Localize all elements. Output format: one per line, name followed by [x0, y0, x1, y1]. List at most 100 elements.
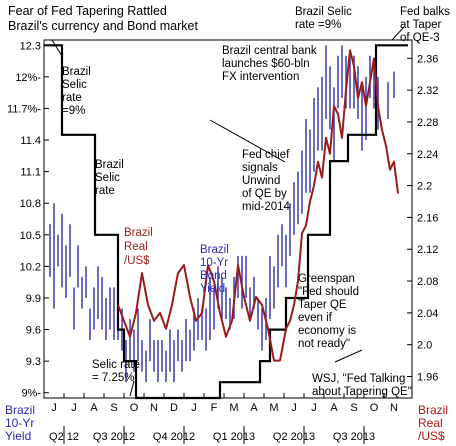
- left-tick-label: 12%-: [15, 72, 41, 84]
- annotation-selic-9-topleft: =9%: [62, 105, 85, 117]
- month-label: S: [110, 402, 117, 414]
- month-label: J: [71, 402, 77, 414]
- annotation-selic-725: = 7.25%: [92, 372, 135, 384]
- annotation-selic-9-top: rate =9%: [295, 19, 341, 31]
- annotation-arrow: [129, 380, 135, 397]
- month-label: F: [211, 402, 218, 414]
- month-label: M: [229, 402, 238, 414]
- left-tick-label: 9.9: [26, 293, 41, 305]
- real-series: [117, 49, 399, 362]
- annotation-fed-chief: mid-2014: [242, 201, 291, 213]
- right-tick-label: 2.24: [417, 149, 438, 161]
- quarter-label: Q3 2013: [333, 431, 375, 443]
- annotation-arrow: [209, 119, 286, 163]
- annotation-selic-9-topleft: Brazil: [62, 66, 91, 78]
- annotation-bond-label: Brazil: [200, 244, 229, 256]
- right-tick-label: 1.96: [417, 372, 438, 384]
- annotation-selic-9-top: Brazil Selic: [295, 6, 352, 18]
- left-tick-label: 11.7%-: [7, 103, 41, 115]
- annotation-fed-chief: of QE by: [242, 188, 287, 200]
- annotation-fed-chief: Unwind: [242, 175, 280, 187]
- month-label: N: [150, 402, 158, 414]
- right-tick-label: 2.2: [417, 181, 432, 193]
- month-label: A: [330, 402, 338, 414]
- annotation-arrow: [334, 349, 363, 363]
- annotation-bond-label: Bond: [200, 270, 227, 282]
- annotation-greenspan: Greenspan: [298, 273, 355, 285]
- annotation-fed-balks: of QE-3: [400, 32, 440, 44]
- left-tick-label: 10.8: [20, 198, 41, 210]
- left-tick-label: 9.3: [26, 356, 41, 368]
- month-label: N: [390, 402, 398, 414]
- right-tick-label: 2.32: [417, 85, 438, 97]
- annotation-bond-label: Yield: [200, 283, 225, 295]
- quarter-label: Q4 2012: [153, 431, 195, 443]
- selic-series: [44, 44, 408, 400]
- month-label: J: [51, 402, 57, 414]
- right-tick-label: 2.0: [417, 340, 432, 352]
- quarter-label: Q1 2013: [213, 431, 255, 443]
- annotation-greenspan: economy is: [298, 325, 356, 337]
- right-tick-label: 2.16: [417, 212, 438, 224]
- quarter-label: Q3 2012: [93, 431, 135, 443]
- plot-frame: [43, 39, 413, 399]
- left-tick-label: 9%-: [21, 388, 41, 400]
- real-line: [117, 49, 399, 362]
- annotation-selic-725: Selic rate: [92, 359, 140, 371]
- right-tick-label: 2.04: [417, 308, 438, 320]
- annotation-selic-midleft: rate: [95, 185, 115, 197]
- left-axis-label: 10-Yr: [5, 416, 34, 430]
- left-tick-label: 10.2: [20, 261, 41, 273]
- annotation-greenspan: Taper QE: [298, 299, 347, 311]
- left-axis-label: Brazil: [5, 403, 35, 417]
- right-axis-label: Real: [418, 416, 443, 430]
- chart-title-line-1: Fear of Fed Tapering Rattled: [8, 4, 167, 18]
- month-label: J: [311, 402, 317, 414]
- month-label: A: [90, 402, 98, 414]
- left-tick-label: 11.4: [20, 135, 41, 147]
- annotation-selic-9-topleft: rate: [62, 92, 82, 104]
- annotation-greenspan: even if: [298, 312, 333, 324]
- annotation-fx-intervention: Brazil central bank: [222, 45, 317, 57]
- annotation-arrow: [391, 26, 405, 41]
- left-tick-label: 10.5: [20, 230, 41, 242]
- annotation-fx-intervention: FX intervention: [222, 71, 299, 83]
- month-label: S: [350, 402, 357, 414]
- right-tick-label: 2.08: [417, 276, 438, 288]
- left-tick-label: 11.1: [20, 167, 41, 179]
- annotation-arrow: [51, 39, 63, 57]
- annotation-wsj: about Tapering QE": [312, 386, 412, 398]
- quarter-label: Q2 2013: [273, 431, 315, 443]
- left-axis-label: Yield: [5, 429, 31, 443]
- selic-line: [44, 44, 408, 400]
- annotation-group: BrazilSelicrate=9%BrazilSelicrateBrazilR…: [62, 6, 450, 398]
- annotation-real-label: /US$: [124, 255, 150, 267]
- left-tick-label: 12.3: [20, 40, 41, 52]
- annotation-fed-chief: Fed chief: [242, 149, 290, 161]
- month-label: M: [269, 402, 278, 414]
- month-label: D: [170, 402, 178, 414]
- month-label: A: [250, 402, 258, 414]
- annotation-wsj: WSJ, "Fed Talking: [312, 373, 405, 385]
- annotation-greenspan: not ready": [298, 338, 350, 350]
- annotation-fed-chief: signals: [242, 162, 278, 174]
- annotation-fed-balks: Fed balks: [400, 6, 450, 18]
- tick-group: 9%- 9.3 9.6 9.9 10.2 10.5 10.8 11.1 11.4 11.7%- 12…: [7, 40, 438, 444]
- chart-title-line-2: Brazil's currency and Bond market: [8, 19, 198, 33]
- right-tick-label: 2.36: [417, 53, 438, 65]
- annotation-fed-balks: at Taper: [400, 19, 442, 31]
- annotation-selic-midleft: Brazil: [95, 159, 124, 171]
- month-label: J: [191, 402, 197, 414]
- right-tick-label: 2.28: [417, 117, 438, 129]
- right-tick-label: 2.12: [417, 244, 438, 256]
- annotation-greenspan: "Fed should: [298, 286, 359, 298]
- month-label: O: [370, 402, 379, 414]
- annotation-selic-midleft: Selic: [95, 172, 120, 184]
- right-axis-label: /US$: [418, 429, 445, 443]
- annotation-real-label: Brazil: [124, 227, 153, 239]
- annotation-bond-label: 10-Yr: [200, 257, 228, 269]
- annotation-real-label: Real: [124, 241, 148, 253]
- month-label: O: [130, 402, 139, 414]
